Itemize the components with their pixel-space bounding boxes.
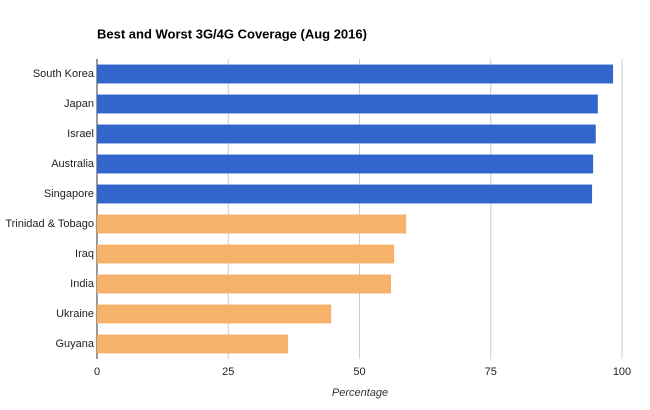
- y-tick-label: Japan: [64, 98, 94, 110]
- x-tick-label: 0: [94, 366, 100, 378]
- y-tick-label: Singapore: [44, 188, 94, 200]
- x-tick-label: 25: [222, 366, 234, 378]
- chart-title: Best and Worst 3G/4G Coverage (Aug 2016): [97, 26, 367, 41]
- x-axis-title: Percentage: [332, 387, 388, 399]
- y-tick-label: India: [70, 278, 95, 290]
- bar: [97, 64, 614, 84]
- bar: [97, 244, 395, 264]
- y-tick-label: South Korea: [33, 68, 95, 80]
- bar: [97, 304, 332, 324]
- y-tick-label: Israel: [67, 128, 94, 140]
- bar: [97, 124, 596, 144]
- y-tick-label: Guyana: [55, 338, 94, 350]
- bar: [97, 214, 407, 234]
- y-tick-label: Australia: [51, 158, 95, 170]
- bar: [97, 184, 593, 204]
- bar: [97, 274, 391, 294]
- bar: [97, 94, 598, 114]
- bar: [97, 334, 289, 354]
- y-tick-label: Iraq: [75, 248, 94, 260]
- x-tick-label: 50: [353, 366, 365, 378]
- x-tick-label: 100: [613, 366, 631, 378]
- x-tick-label: 75: [485, 366, 497, 378]
- y-tick-label: Trinidad & Tobago: [5, 218, 94, 230]
- y-tick-label: Ukraine: [56, 308, 94, 320]
- bar: [97, 154, 594, 174]
